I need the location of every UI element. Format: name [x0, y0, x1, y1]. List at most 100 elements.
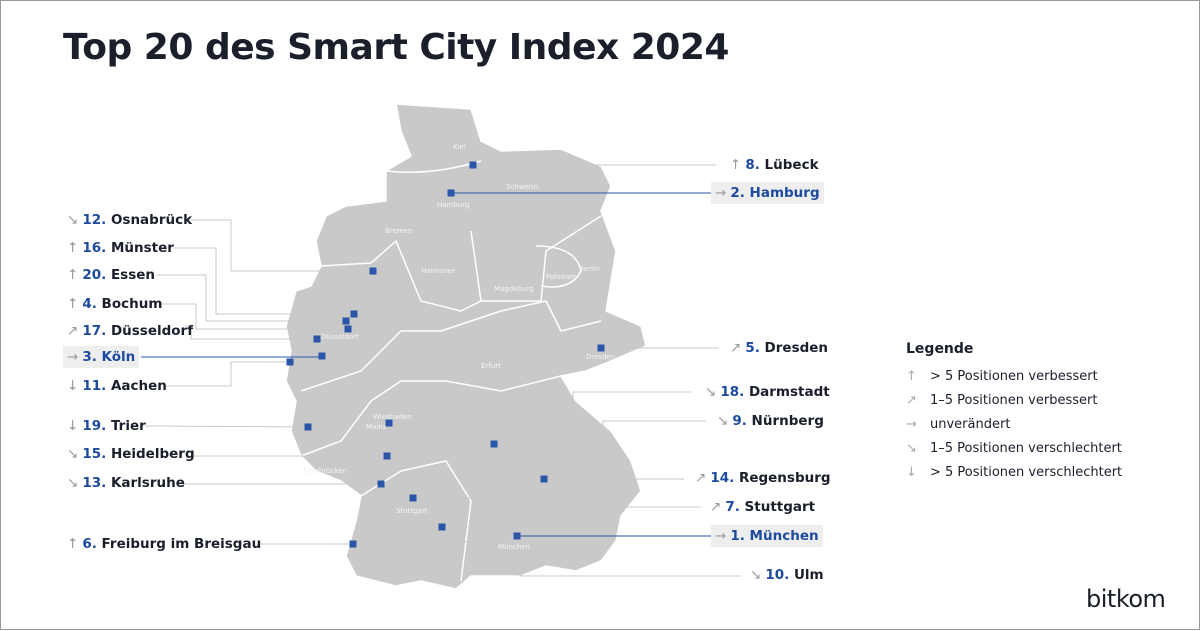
- city-label: ↑ 20. Essen: [63, 264, 159, 286]
- city-name: Dresden: [764, 340, 829, 356]
- trend-up-icon: ↑: [67, 536, 79, 552]
- city-label: ↑ 16. Münster: [63, 237, 178, 259]
- city-marker[interactable]: [349, 540, 357, 548]
- city-marker[interactable]: [438, 523, 446, 531]
- city-marker[interactable]: [304, 423, 312, 431]
- city-name: Essen: [110, 267, 155, 283]
- city-label: ↑ 8. Lübeck: [726, 154, 823, 176]
- city-marker[interactable]: [377, 480, 385, 488]
- trend-same-icon: →: [906, 417, 917, 432]
- city-rank: 7.: [725, 499, 740, 515]
- city-rank: 9.: [732, 413, 747, 429]
- trend-up-icon: ↑: [67, 267, 79, 283]
- city-name: Lübeck: [764, 157, 819, 173]
- city-name: Freiburg im Breisgau: [101, 536, 262, 552]
- trend-up-slight-icon: ↗: [710, 499, 722, 515]
- trend-up-slight-icon: ↗: [730, 340, 742, 356]
- trend-up-icon: ↑: [67, 240, 79, 256]
- leader-line: [161, 303, 348, 330]
- city-rank: 16.: [82, 240, 107, 256]
- city-marker[interactable]: [383, 452, 391, 460]
- city-label: ↘ 9. Nürnberg: [713, 410, 828, 432]
- legend-item: ↑ > 5 Positionen verbessert: [906, 365, 1122, 389]
- trend-down-icon: ↓: [906, 465, 917, 480]
- legend-item: ↗ 1–5 Positionen verbessert: [906, 389, 1122, 413]
- city-label: ↘ 13. Karlsruhe: [63, 472, 189, 494]
- legend: Legende ↑ > 5 Positionen verbessert ↗ 1–5 P…: [906, 341, 1122, 485]
- city-label: ↘ 12. Osnabrück: [63, 209, 196, 231]
- city-rank: 12.: [82, 212, 107, 228]
- city-marker[interactable]: [318, 352, 326, 360]
- leader-line: [186, 219, 373, 272]
- city-rank: 2.: [730, 185, 745, 201]
- city-marker[interactable]: [597, 344, 605, 352]
- city-rank: 19.: [82, 418, 107, 434]
- city-label: → 2. Hamburg: [711, 182, 824, 204]
- city-name: Heidelberg: [110, 446, 195, 462]
- city-marker[interactable]: [344, 325, 352, 333]
- legend-label: 1–5 Positionen verbessert: [930, 393, 1098, 408]
- city-label: ↗ 7. Stuttgart: [706, 496, 819, 518]
- city-rank: 1.: [730, 528, 745, 544]
- city-marker[interactable]: [513, 532, 521, 540]
- leader-line: [186, 325, 317, 340]
- city-label: ↘ 10. Ulm: [746, 564, 828, 586]
- city-marker[interactable]: [490, 440, 498, 448]
- map-label: Düsseldorf: [321, 333, 359, 341]
- leader-line: [494, 420, 706, 445]
- leader-line: [166, 361, 290, 387]
- city-marker[interactable]: [540, 475, 548, 483]
- city-label: ↗ 14. Regensburg: [691, 467, 835, 489]
- map-label: Erfurt: [481, 362, 501, 370]
- city-name: Hamburg: [749, 185, 820, 201]
- city-rank: 4.: [82, 296, 97, 312]
- map-label: Mainz: [366, 423, 387, 431]
- map-label: Bremen: [385, 227, 412, 235]
- map-label: Hamburg: [437, 201, 469, 209]
- trend-up-icon: ↑: [67, 296, 79, 312]
- city-name: Trier: [110, 418, 146, 434]
- city-marker[interactable]: [313, 335, 321, 343]
- map-label: Magdeburg: [494, 285, 534, 293]
- city-marker[interactable]: [286, 358, 294, 366]
- city-marker[interactable]: [409, 494, 417, 502]
- trend-down-icon: ↓: [67, 378, 79, 394]
- trend-same-icon: →: [67, 349, 79, 365]
- city-label: ↗ 17. Düsseldorf: [63, 320, 197, 342]
- city-marker[interactable]: [469, 161, 477, 169]
- city-marker[interactable]: [447, 189, 455, 197]
- city-label: ↓ 19. Trier: [63, 415, 150, 437]
- legend-label: > 5 Positionen verschlechtert: [930, 465, 1123, 480]
- city-label: ↘ 18. Darmstadt: [701, 381, 834, 403]
- trend-up-slight-icon: ↗: [695, 470, 707, 486]
- city-name: Osnabrück: [110, 212, 193, 228]
- trend-down-slight-icon: ↘: [705, 384, 717, 400]
- legend-title: Legende: [906, 341, 974, 357]
- leader-line: [441, 526, 741, 577]
- legend-label: > 5 Positionen verbessert: [930, 369, 1098, 384]
- trend-down-icon: ↓: [67, 418, 79, 434]
- city-markers: [286, 161, 605, 548]
- city-label: → 1. München: [711, 525, 823, 547]
- map-label: Hannover: [421, 267, 455, 275]
- city-name: Darmstadt: [748, 384, 830, 400]
- city-rank: 6.: [82, 536, 97, 552]
- city-marker[interactable]: [385, 419, 393, 427]
- germany-outline: [285, 103, 647, 590]
- trend-down-slight-icon: ↘: [67, 475, 79, 491]
- leader-line: [413, 497, 701, 508]
- city-rank: 5.: [745, 340, 760, 356]
- legend-item: → unverändert: [906, 413, 1122, 437]
- trend-up-icon: ↑: [906, 369, 917, 384]
- city-rank: 8.: [745, 157, 760, 173]
- city-marker[interactable]: [342, 317, 350, 325]
- city-marker[interactable]: [350, 310, 358, 318]
- legend-item: ↓ > 5 Positionen verschlechtert: [906, 461, 1122, 485]
- city-rank: 13.: [82, 475, 107, 491]
- city-name: Karlsruhe: [110, 475, 185, 491]
- city-name: Münster: [110, 240, 174, 256]
- city-rank: 20.: [82, 267, 107, 283]
- city-marker[interactable]: [369, 267, 377, 275]
- city-rank: 11.: [82, 378, 107, 394]
